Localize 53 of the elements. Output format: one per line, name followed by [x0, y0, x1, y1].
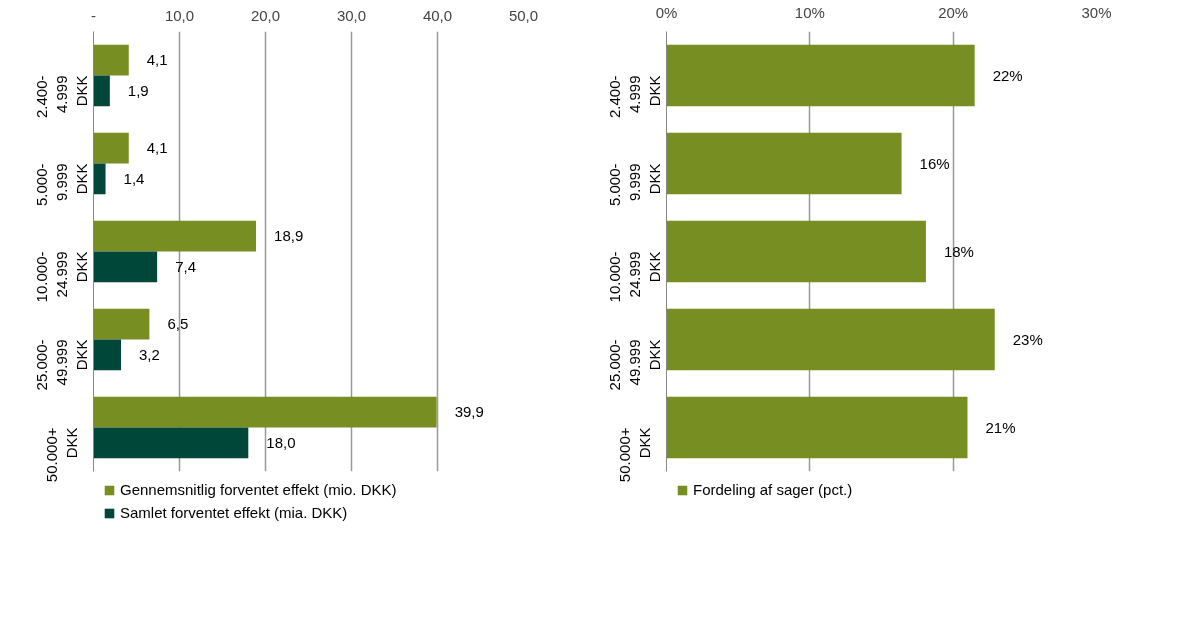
data-label: 39,9 — [454, 403, 484, 421]
x-tick-label: 20,0 — [250, 6, 281, 24]
x-tick-label: 30,0 — [336, 6, 367, 24]
y-tick-label: 50.000+ DKK — [615, 427, 654, 483]
y-tick-label: 10.000- 24.999 DKK — [32, 251, 91, 303]
data-label: 16% — [919, 155, 950, 172]
y-tick-label: 10.000- 24.999 DKK — [605, 251, 664, 303]
legend-label: Fordeling af sager (pct.) — [693, 481, 853, 498]
x-tick-label: 10% — [794, 3, 825, 21]
y-tick-label: 5.000- 9.999 DKK — [32, 163, 91, 207]
data-label: 21% — [985, 419, 1016, 436]
data-label: 1,9 — [127, 81, 149, 99]
x-tick-label: 10,0 — [164, 6, 195, 24]
data-label: 3,2 — [139, 345, 160, 363]
y-tick-label: 5.000- 9.999 DKK — [605, 163, 664, 207]
y-tick-label: 25.000- 49.999 DKK — [605, 339, 664, 391]
bar — [666, 396, 968, 459]
x-tick-label: 40,0 — [422, 6, 453, 24]
bar — [93, 427, 249, 459]
bar — [93, 44, 129, 76]
y-tick-label: 50.000+ DKK — [42, 427, 81, 483]
bar — [666, 308, 995, 371]
legend-label: Samlet forventet effekt (mia. DKK) — [120, 504, 348, 521]
data-label: 4,1 — [146, 139, 168, 157]
legend-label: Gennemsnitlig forventet effekt (mio. DKK) — [120, 481, 397, 498]
y-tick-label: 2.400- 4.999 DKK — [605, 75, 664, 119]
bar — [666, 220, 926, 283]
data-label: 22% — [992, 67, 1023, 84]
bar — [93, 132, 129, 164]
y-tick-label: 2.400- 4.999 DKK — [32, 75, 91, 119]
x-tick-label: 0% — [655, 3, 678, 21]
bar — [666, 132, 902, 195]
bar — [93, 396, 437, 428]
bar — [93, 163, 106, 195]
bar — [93, 220, 257, 252]
x-tick-label: 50,0 — [508, 6, 539, 24]
x-tick-label: 30% — [1081, 3, 1112, 21]
bar — [93, 251, 158, 283]
data-label: 18,0 — [266, 433, 296, 451]
bar — [93, 339, 122, 371]
data-label: 18,9 — [274, 227, 304, 245]
data-label: 1,4 — [123, 169, 145, 187]
data-label: 7,4 — [175, 257, 196, 275]
data-label: 6,5 — [167, 315, 189, 333]
data-label: 18% — [943, 243, 974, 260]
data-label: 23% — [1012, 331, 1043, 348]
bar — [93, 75, 110, 107]
x-tick-label: - — [91, 6, 96, 24]
x-tick-label: 20% — [938, 3, 969, 21]
bar — [666, 44, 975, 107]
bar — [93, 308, 150, 340]
data-label: 4,1 — [146, 51, 168, 69]
y-tick-label: 25.000- 49.999 DKK — [32, 339, 91, 391]
